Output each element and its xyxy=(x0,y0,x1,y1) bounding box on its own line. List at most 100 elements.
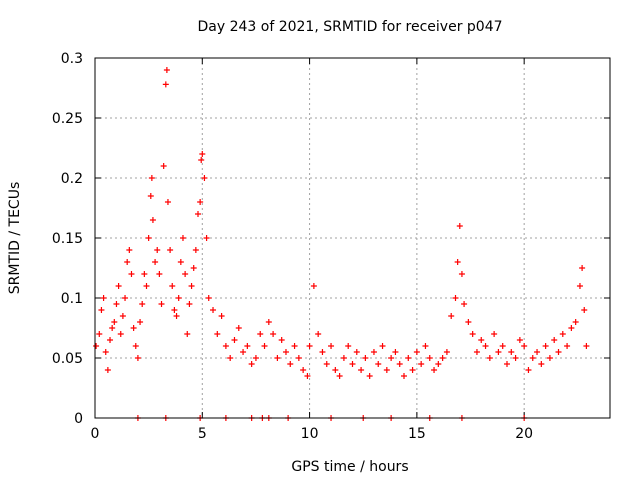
x-tick-label: 15 xyxy=(408,426,426,442)
data-point xyxy=(306,343,313,349)
data-point xyxy=(345,343,352,349)
data-point xyxy=(340,355,347,361)
data-point xyxy=(96,331,103,337)
data-point xyxy=(362,355,369,361)
data-point xyxy=(572,319,579,325)
data-point xyxy=(431,367,438,373)
data-point xyxy=(495,349,502,355)
data-point xyxy=(482,343,489,349)
data-point xyxy=(109,325,116,331)
data-point xyxy=(175,295,182,301)
data-point xyxy=(102,349,109,355)
data-point xyxy=(145,235,152,241)
data-point xyxy=(291,343,298,349)
data-point xyxy=(358,367,365,373)
data-point xyxy=(188,283,195,289)
data-point xyxy=(413,349,420,355)
data-point xyxy=(287,361,294,367)
data-point xyxy=(454,259,461,265)
data-point xyxy=(581,307,588,313)
x-axis-label: GPS time / hours xyxy=(291,459,408,475)
data-point xyxy=(203,235,210,241)
data-point xyxy=(282,349,289,355)
data-point xyxy=(559,331,566,337)
chart-title: Day 243 of 2021, SRMTID for receiver p04… xyxy=(197,19,502,35)
data-point xyxy=(278,337,285,343)
data-point xyxy=(461,301,468,307)
data-point xyxy=(448,313,455,319)
data-point xyxy=(525,367,532,373)
y-tick-label: 0.2 xyxy=(61,171,83,187)
data-point xyxy=(163,67,170,73)
data-point xyxy=(529,355,536,361)
data-point xyxy=(396,361,403,367)
y-tick-label: 0.05 xyxy=(52,351,83,367)
data-point xyxy=(504,361,510,367)
data-point xyxy=(555,349,562,355)
data-point xyxy=(546,355,553,361)
data-point xyxy=(130,325,137,331)
x-tick-label: 0 xyxy=(91,426,100,442)
data-point xyxy=(117,331,124,337)
data-point xyxy=(179,235,186,241)
data-point xyxy=(160,163,167,169)
data-point xyxy=(244,343,251,349)
data-point xyxy=(149,217,156,223)
data-point xyxy=(370,349,377,355)
data-point xyxy=(512,355,519,361)
data-point xyxy=(162,81,169,88)
data-point xyxy=(426,355,433,361)
data-point xyxy=(418,361,425,367)
data-point xyxy=(422,343,429,349)
data-point xyxy=(141,271,148,277)
data-point xyxy=(465,319,472,325)
data-point xyxy=(491,331,498,337)
data-point xyxy=(137,319,144,325)
data-point xyxy=(198,157,205,163)
data-point xyxy=(248,361,255,367)
data-point xyxy=(205,295,212,301)
data-point xyxy=(274,355,281,361)
data-point xyxy=(190,265,197,271)
data-point xyxy=(169,283,176,289)
data-point xyxy=(156,271,163,277)
data-point xyxy=(353,349,360,355)
y-tick-label: 0.3 xyxy=(61,51,83,67)
data-point xyxy=(486,355,493,361)
data-point xyxy=(192,247,199,253)
data-point xyxy=(516,337,523,343)
data-point xyxy=(332,367,339,373)
data-point xyxy=(222,343,229,349)
data-point xyxy=(392,349,399,355)
data-point xyxy=(134,355,141,361)
data-point xyxy=(469,331,476,337)
tick-labels: 0 5 10 15 20 0 0.05 0.1 0.15 0.2 0.25 0.3 xyxy=(52,51,610,442)
data-point xyxy=(304,373,311,379)
data-point xyxy=(107,337,114,343)
data-point xyxy=(499,343,506,349)
data-point xyxy=(100,295,107,301)
data-point xyxy=(349,361,356,367)
data-point xyxy=(478,337,485,343)
data-point xyxy=(439,355,446,361)
data-point xyxy=(375,361,382,367)
data-point xyxy=(164,199,171,205)
data-point xyxy=(186,301,193,307)
y-tick-label: 0.15 xyxy=(52,231,83,247)
data-point xyxy=(115,283,122,289)
data-point xyxy=(113,301,120,307)
x-tick-label: 10 xyxy=(301,426,319,442)
data-point xyxy=(534,349,541,355)
data-point xyxy=(542,343,549,349)
data-point xyxy=(270,331,277,337)
data-point xyxy=(315,331,322,337)
data-point xyxy=(405,355,412,361)
data-point xyxy=(564,343,571,349)
data-point xyxy=(452,295,459,301)
y-tick-label: 0 xyxy=(74,411,83,427)
data-point xyxy=(508,349,515,355)
y-axis-label: SRMTID / TECUs xyxy=(7,182,23,295)
data-point xyxy=(310,283,317,289)
data-point xyxy=(456,223,463,229)
